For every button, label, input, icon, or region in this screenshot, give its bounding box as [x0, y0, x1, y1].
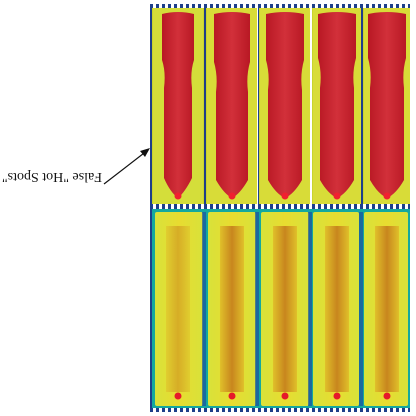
top-border	[148, 4, 410, 8]
bottom-border	[148, 408, 410, 412]
bottom-cell-5	[364, 212, 408, 406]
bottom-cell-3	[261, 212, 312, 406]
annotation-arrow	[103, 148, 150, 185]
bottom-cell-4	[313, 212, 363, 406]
bottom-cell-2	[208, 212, 259, 406]
top-cell-5	[364, 8, 410, 204]
bottom-cells	[155, 212, 408, 406]
false-hot-spots-label: False "Hot Spots"	[1, 169, 102, 184]
top-cell-4	[313, 8, 363, 204]
top-cell-1	[153, 8, 206, 204]
top-cell-2	[207, 8, 259, 204]
bottom-cell-1	[155, 212, 206, 406]
top-cell-3	[260, 8, 312, 204]
middle-border	[148, 204, 410, 209]
top-cells	[153, 8, 410, 204]
left-border	[148, 4, 152, 412]
